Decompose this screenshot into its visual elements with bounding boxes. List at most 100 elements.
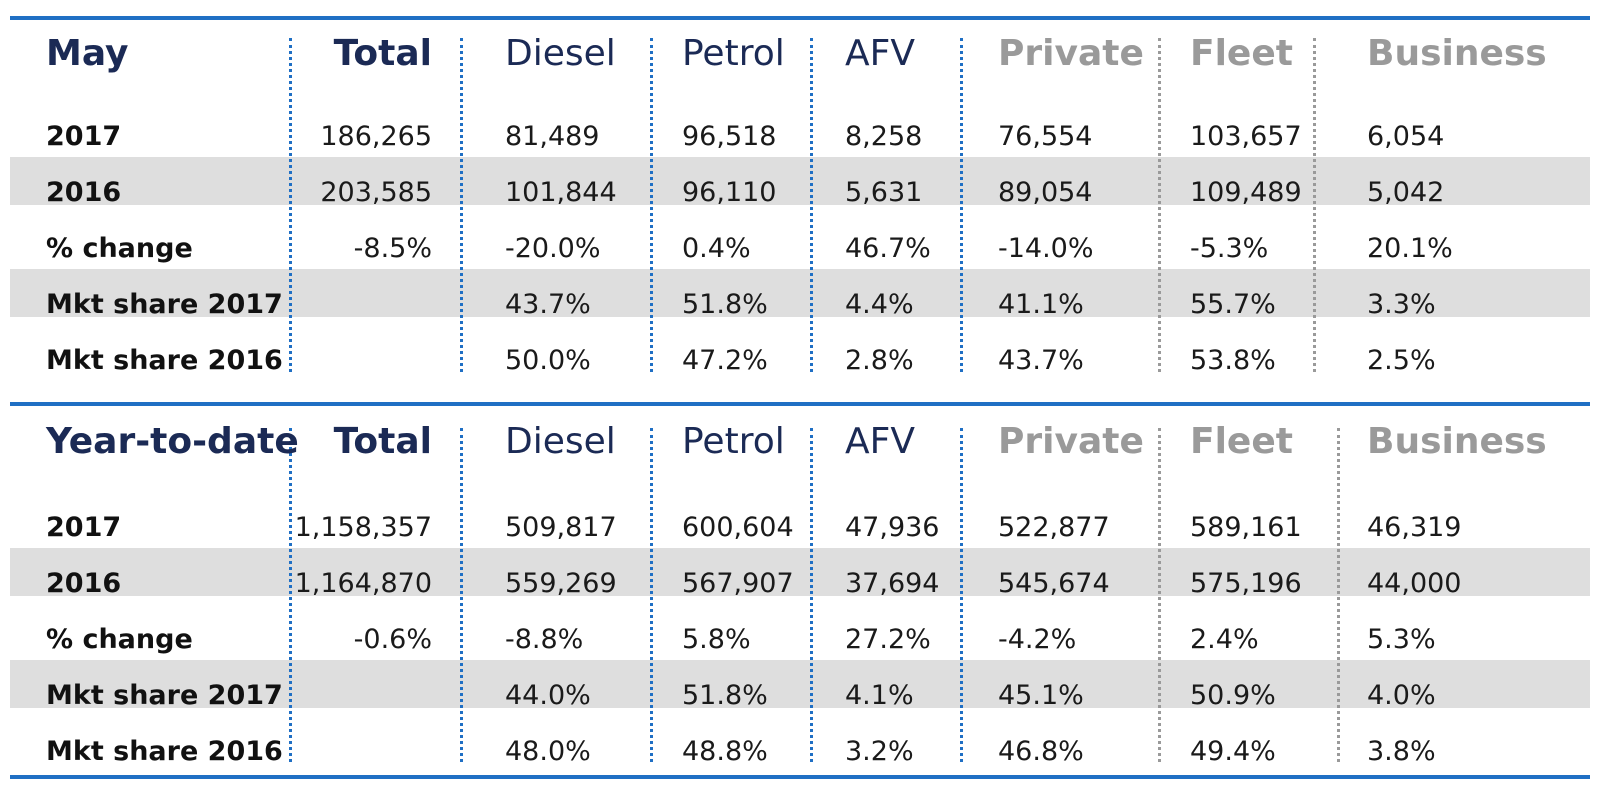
table-cell-petrol: 96,518	[682, 121, 777, 152]
table-cell-petrol: 0.4%	[682, 233, 751, 264]
section-title: May	[46, 33, 129, 74]
table-cell-private: 89,054	[998, 177, 1093, 208]
table-cell-private: 45.1%	[998, 680, 1084, 711]
table-cell-afv: 27.2%	[845, 624, 931, 655]
table-cell-fleet: -5.3%	[1190, 233, 1269, 264]
table-cell-fleet: 575,196	[1190, 568, 1302, 599]
table-cell-total: -0.6%	[353, 624, 432, 655]
table-cell-total: 203,585	[320, 177, 432, 208]
table-cell-total: -8.5%	[353, 233, 432, 264]
table-cell-petrol: 47.2%	[682, 345, 768, 376]
row-label: % change	[46, 624, 193, 655]
column-separator	[810, 428, 813, 762]
row-label: 2017	[46, 512, 122, 543]
column-header-fleet: Fleet	[1190, 33, 1293, 74]
column-separator	[1158, 38, 1161, 372]
column-header-business: Business	[1367, 33, 1547, 74]
table-cell-fleet: 55.7%	[1190, 289, 1276, 320]
table-cell-fleet: 50.9%	[1190, 680, 1276, 711]
table-cell-fleet: 103,657	[1190, 121, 1302, 152]
table-cell-private: -4.2%	[998, 624, 1077, 655]
row-label: Mkt share 2016	[46, 736, 283, 767]
table-cell-total: 1,164,870	[294, 568, 432, 599]
column-separator	[460, 38, 463, 372]
row-label: 2016	[46, 177, 122, 208]
table-cell-total: 1,158,357	[294, 512, 432, 543]
table-cell-business: 5,042	[1367, 177, 1445, 208]
table-cell-private: 41.1%	[998, 289, 1084, 320]
bottom-rule	[10, 775, 1590, 779]
table-cell-petrol: 5.8%	[682, 624, 751, 655]
column-separator	[1337, 428, 1340, 762]
table-cell-diesel: 101,844	[505, 177, 617, 208]
row-stripe	[10, 157, 1590, 205]
table-cell-business: 6,054	[1367, 121, 1445, 152]
column-separator	[810, 38, 813, 372]
column-header-petrol: Petrol	[682, 421, 785, 462]
column-separator	[1158, 428, 1161, 762]
row-label: 2017	[46, 121, 122, 152]
column-header-petrol: Petrol	[682, 33, 785, 74]
table-cell-fleet: 49.4%	[1190, 736, 1276, 767]
column-separator	[460, 428, 463, 762]
table-cell-private: 46.8%	[998, 736, 1084, 767]
table-cell-diesel: 509,817	[505, 512, 617, 543]
row-label: Mkt share 2017	[46, 680, 283, 711]
table-cell-diesel: -8.8%	[505, 624, 584, 655]
column-separator	[960, 38, 963, 372]
column-header-afv: AFV	[845, 421, 915, 462]
table-cell-business: 3.8%	[1367, 736, 1436, 767]
table-cell-afv: 8,258	[845, 121, 923, 152]
column-separator	[960, 428, 963, 762]
column-header-total: Total	[333, 421, 432, 462]
table-cell-business: 44,000	[1367, 568, 1462, 599]
table-cell-afv: 37,694	[845, 568, 940, 599]
table-cell-diesel: 559,269	[505, 568, 617, 599]
table-cell-business: 4.0%	[1367, 680, 1436, 711]
table-cell-afv: 3.2%	[845, 736, 914, 767]
column-separator	[1313, 38, 1316, 372]
table-cell-private: -14.0%	[998, 233, 1094, 264]
table-cell-diesel: 81,489	[505, 121, 600, 152]
table-cell-afv: 4.4%	[845, 289, 914, 320]
table-cell-private: 43.7%	[998, 345, 1084, 376]
row-label: Mkt share 2016	[46, 345, 283, 376]
table-cell-business: 3.3%	[1367, 289, 1436, 320]
table-cell-petrol: 51.8%	[682, 680, 768, 711]
table-cell-diesel: 43.7%	[505, 289, 591, 320]
table-cell-private: 522,877	[998, 512, 1110, 543]
table-cell-afv: 46.7%	[845, 233, 931, 264]
section-rule	[10, 16, 1590, 20]
table-cell-afv: 4.1%	[845, 680, 914, 711]
section-rule	[10, 402, 1590, 406]
column-header-diesel: Diesel	[505, 33, 616, 74]
section-title: Year-to-date	[46, 421, 299, 462]
table-cell-afv: 5,631	[845, 177, 923, 208]
column-header-business: Business	[1367, 421, 1547, 462]
table-cell-fleet: 2.4%	[1190, 624, 1259, 655]
column-header-diesel: Diesel	[505, 421, 616, 462]
row-stripe	[10, 269, 1590, 317]
table-cell-diesel: 44.0%	[505, 680, 591, 711]
table-cell-diesel: 48.0%	[505, 736, 591, 767]
table-cell-diesel: -20.0%	[505, 233, 601, 264]
column-header-fleet: Fleet	[1190, 421, 1293, 462]
table-cell-diesel: 50.0%	[505, 345, 591, 376]
column-header-private: Private	[998, 421, 1144, 462]
table-cell-business: 46,319	[1367, 512, 1462, 543]
row-stripe	[10, 548, 1590, 596]
column-separator	[289, 428, 292, 762]
table-cell-business: 2.5%	[1367, 345, 1436, 376]
row-label: 2016	[46, 568, 122, 599]
table-cell-petrol: 567,907	[682, 568, 794, 599]
table-cell-private: 545,674	[998, 568, 1110, 599]
column-separator	[289, 38, 292, 372]
column-header-private: Private	[998, 33, 1144, 74]
row-stripe	[10, 660, 1590, 708]
table-cell-fleet: 109,489	[1190, 177, 1302, 208]
row-label: % change	[46, 233, 193, 264]
column-header-afv: AFV	[845, 33, 915, 74]
table-cell-business: 5.3%	[1367, 624, 1436, 655]
table-cell-afv: 47,936	[845, 512, 940, 543]
table-cell-petrol: 96,110	[682, 177, 777, 208]
